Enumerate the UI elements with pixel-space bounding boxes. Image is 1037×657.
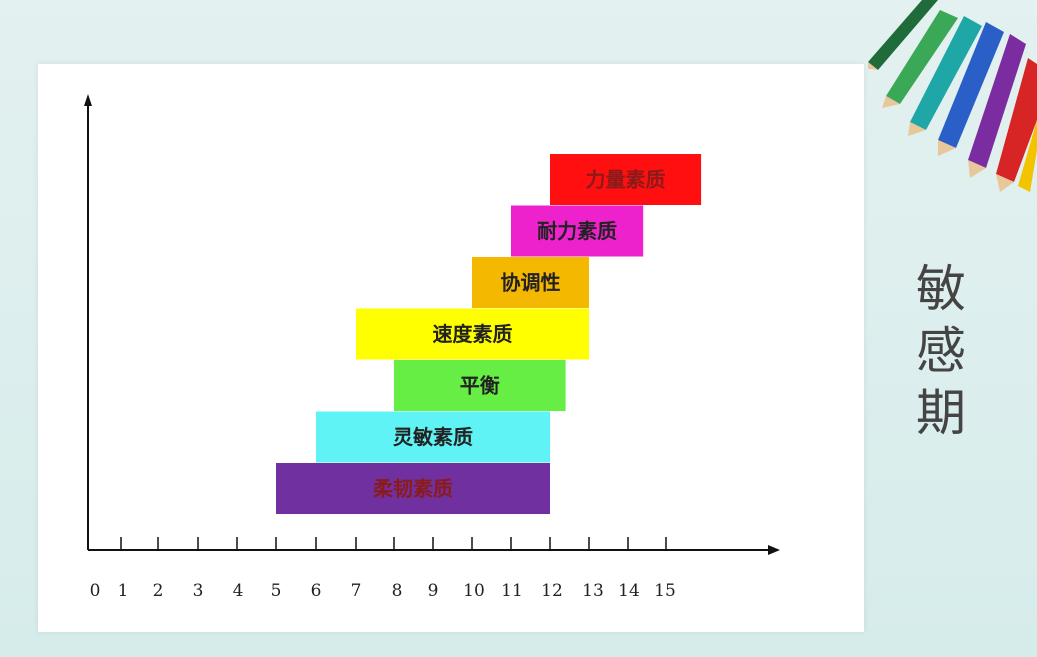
x-tick-label: 4 bbox=[233, 581, 244, 601]
bar-label: 力量素质 bbox=[586, 168, 666, 192]
x-axis-arrow bbox=[768, 545, 780, 555]
chart-panel: 0 1 2 3 4 5 6 7 8 9 10 11 12 13 14 15 柔韧素质 灵敏素质 平衡 速度素质 协调性… bbox=[38, 64, 864, 632]
bar-label: 柔韧素质 bbox=[373, 477, 453, 501]
bar-label: 平衡 bbox=[460, 374, 500, 398]
pencil-yellow bbox=[1018, 120, 1037, 192]
side-title: 敏 感 期 bbox=[916, 260, 966, 442]
pencil-dark-green bbox=[868, 0, 938, 70]
colored-pencils-decoration bbox=[868, 0, 1037, 192]
bar bbox=[511, 205, 644, 257]
bar-label: 灵敏素质 bbox=[393, 425, 473, 449]
x-tick-label: 0 bbox=[90, 581, 101, 601]
x-tick-label: 2 bbox=[153, 581, 164, 601]
bar-label: 速度素质 bbox=[433, 322, 513, 346]
bar bbox=[316, 411, 550, 463]
pencil-purple bbox=[968, 34, 1026, 178]
x-tick-label: 1 bbox=[118, 581, 129, 601]
bar-label: 协调性 bbox=[501, 271, 561, 295]
x-tick-label: 3 bbox=[193, 581, 204, 601]
pencil-blue bbox=[938, 22, 1004, 156]
bar bbox=[276, 463, 550, 514]
bar bbox=[472, 257, 589, 308]
x-tick-label: 15 bbox=[654, 581, 676, 601]
bar bbox=[550, 154, 702, 205]
pencil-red bbox=[996, 58, 1037, 192]
axes bbox=[84, 94, 780, 555]
x-tick-label: 10 bbox=[463, 581, 485, 601]
x-tick-label: 7 bbox=[351, 581, 362, 601]
x-tick-label: 12 bbox=[541, 581, 563, 601]
bar bbox=[394, 360, 566, 411]
x-tick-label: 5 bbox=[271, 581, 282, 601]
sensitive-period-chart: 0 1 2 3 4 5 6 7 8 9 10 11 12 13 14 15 柔韧素质灵敏素质平衡速度素质协调性… bbox=[84, 94, 780, 601]
pencil-teal bbox=[908, 16, 982, 136]
x-tick-label: 9 bbox=[428, 581, 439, 601]
pencil-green bbox=[882, 10, 958, 108]
x-tick-label: 13 bbox=[582, 581, 604, 601]
x-ticks: 0 1 2 3 4 5 6 7 8 9 10 11 12 13 14 15 bbox=[90, 537, 676, 601]
x-tick-label: 8 bbox=[392, 581, 403, 601]
x-tick-label: 14 bbox=[618, 581, 640, 601]
x-tick-label: 11 bbox=[501, 581, 523, 601]
bar-label: 耐力素质 bbox=[537, 219, 617, 243]
y-axis-arrow bbox=[84, 94, 92, 106]
x-tick-label: 6 bbox=[311, 581, 322, 601]
bar bbox=[356, 308, 589, 360]
bars: 柔韧素质 灵敏素质 平衡 速度素质 协调性 耐力素质 力量素质 bbox=[276, 154, 702, 514]
